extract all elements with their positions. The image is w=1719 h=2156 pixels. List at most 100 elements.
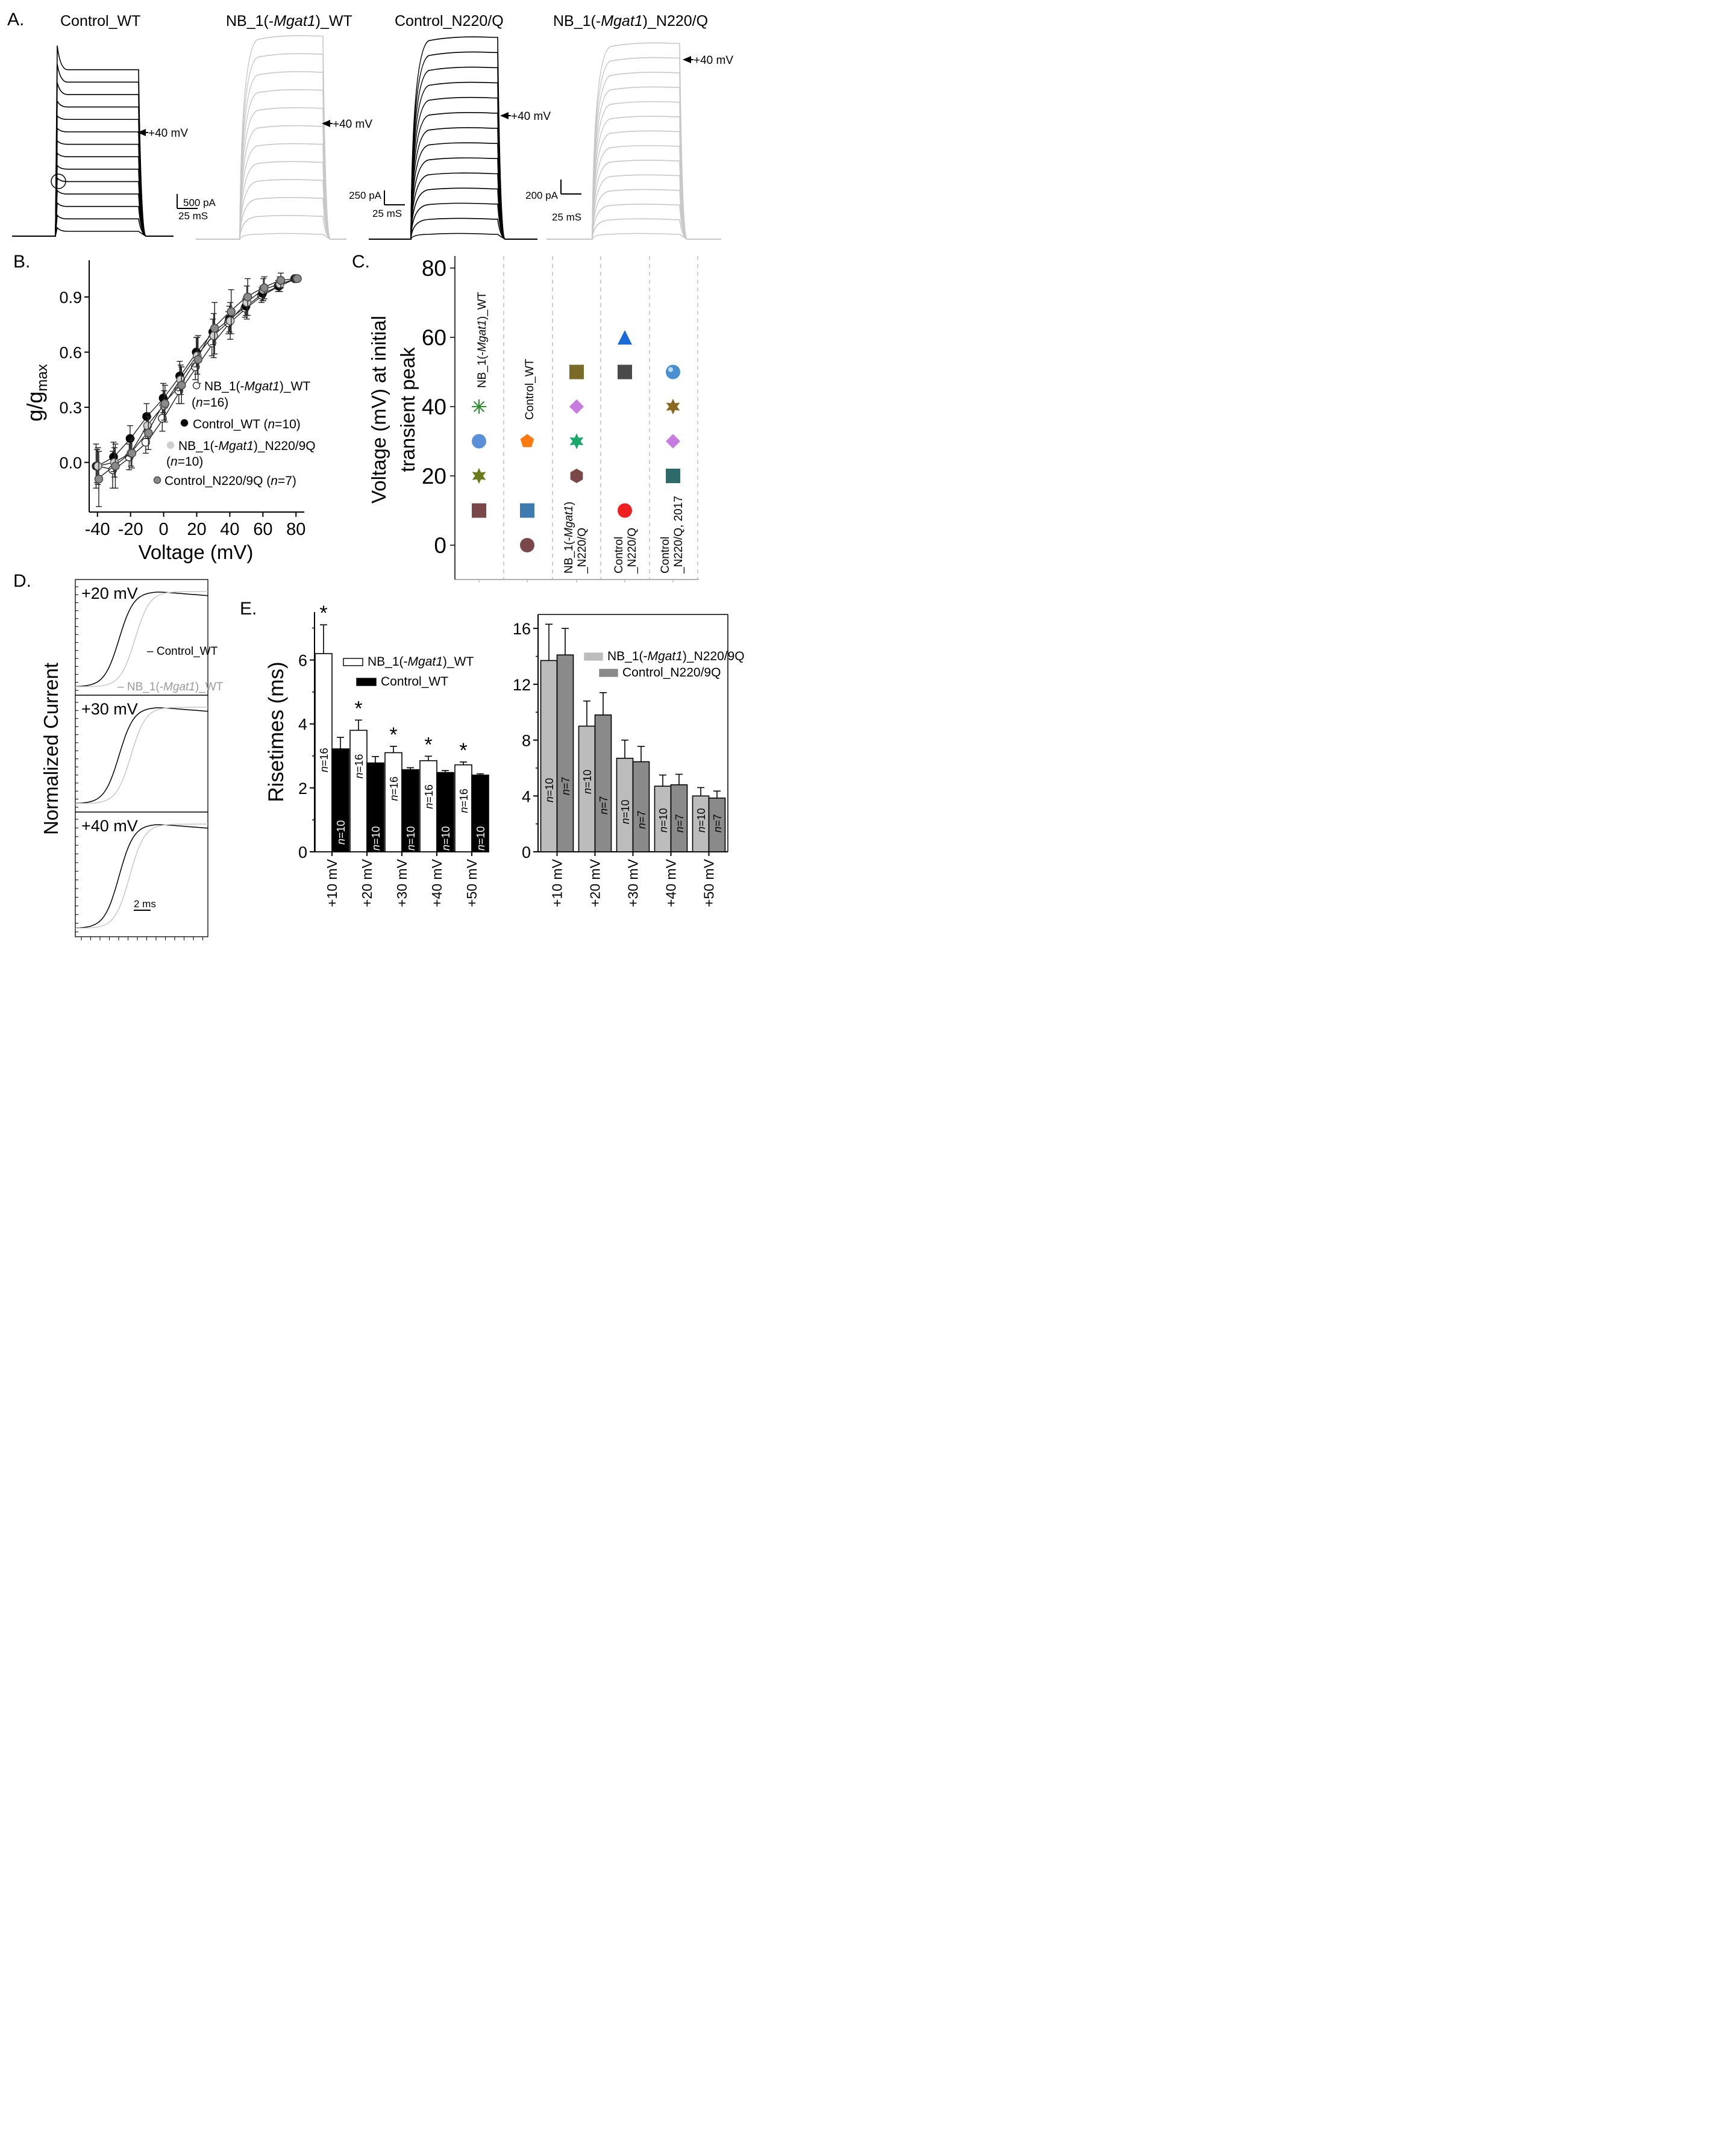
n-label-value: =16 [423,784,435,803]
trace-sweep [546,42,721,240]
trace-title: Control_WT [60,13,140,30]
n-label-value: =10 [619,799,631,818]
legend-label-part: )_N220/9Q [254,439,316,453]
n-label: n=10 [335,820,347,845]
scale-time-label: 25 mS [552,211,581,223]
bar [419,760,437,852]
x-tick-label: -40 [85,520,110,539]
bar [556,654,574,852]
scatter-group-3: NB_1(-Mgat1)_N220/Q [563,364,589,574]
y-tick-label: 0 [434,533,446,558]
panel-label-e: E. [240,599,257,619]
trace-sweep [369,127,537,240]
scatter-group-4: Control _N220/Q [613,330,639,574]
legend-label-part: )_N220/9Q [683,649,745,663]
legend-label-part: =10) [275,417,301,431]
arrow-label: +40 mV [511,110,551,123]
n-label-italic: n [695,826,707,833]
group-label-part: Control [613,537,625,573]
n-label: n=16 [388,776,400,801]
scatter-group-1: NB_1(-Mgat1)_WT [472,292,489,518]
data-point [193,355,202,364]
x-tick-label: +50 mV [701,858,717,907]
rise-curve [75,591,208,687]
highlight-circle-icon [51,173,66,189]
trace-title: NB_1(-Mgat1)_WT [226,13,352,30]
legend-label-part: Control_N220/9Q [622,666,721,680]
bar [670,784,688,852]
panel-c: 0 20 40 60 80 Voltage (mV) at initial transien… [368,256,699,583]
legend-label: NB_1(-Mgat1)_WT [204,380,310,393]
legend-label-part: =7) [278,474,296,488]
x-tick-label: 0 [159,520,169,539]
bar [384,752,402,852]
y-tick-label: 80 [422,256,446,281]
panel-b: -40 -20 0 20 40 60 80 0.0 0.3 0.6 0.9 Voltage (mV) g… [22,260,316,563]
n-label-value: =10 [695,808,707,826]
n-label-value: =7 [560,776,572,789]
legend-marker [166,441,175,449]
x-tick-label: +30 mV [394,858,410,907]
n-label: n=10 [440,826,452,851]
data-point [94,474,104,484]
n-label: n=10 [543,778,556,802]
group-label-part: _N220/Q [626,528,639,574]
group-label-part: )_WT [476,292,489,320]
n-label: n=10 [619,799,631,824]
triangle-marker [618,330,632,345]
trace-sweep [546,233,721,240]
y-axis-label: Risetimes (ms) [265,661,288,802]
risetime-subpanel-1: +20 mV [75,579,208,696]
n-label: n=7 [636,810,648,829]
legend-label-part: Mgat1 [245,380,280,393]
arrow-icon [500,112,509,119]
data-point [177,381,186,390]
x-axis-label: Voltage (mV) [139,541,254,563]
star-marker [666,398,680,415]
x-tick-label: +40 mV [663,858,679,907]
bar [401,769,419,852]
n-label-value: =10 [581,769,593,788]
group-label-part: Mgat1 [563,505,575,537]
data-point [293,274,302,283]
n-label-value: =10 [657,808,669,826]
group-label: Control [659,537,672,573]
trace-panel-4: NB_1(-Mgat1)_N220/Q +40 mV 200 pA 25 mS [525,13,733,240]
x-tick-label: +20 mV [359,858,375,907]
x-tick-label: +40 mV [429,858,445,907]
trace-sweep [12,164,174,237]
n-label-value: =10 [543,778,556,796]
n-label-italic: n [619,818,631,824]
trace-sweep [369,202,537,240]
trace-sweep [196,233,346,240]
group-label-part: _N220/Q, 2017 [672,496,685,574]
trace-sweep [369,36,537,240]
n-label-value: =7 [712,814,724,826]
panel-label-b: B. [13,252,30,272]
legend-label-part: Mgat1 [648,649,683,663]
rise-curve [75,592,208,687]
trace-sweep [12,139,174,237]
y-axis-label: transient peak [396,347,419,472]
n-label: n=16 [353,754,365,779]
n-label: n=16 [423,784,435,809]
n-label-italic: n [657,826,669,833]
scale-current-label: 500 pA [183,197,216,208]
trace-sweep [369,233,537,240]
x-tick-label: 60 [253,520,272,539]
legend-swatch [343,658,363,666]
y-tick-label: 0.6 [59,344,82,362]
data-point [243,292,252,302]
pentagon-marker [520,434,534,448]
n-label-value: =16 [458,789,470,807]
data-point [143,421,152,430]
y-tick-label: 4 [522,787,531,805]
n-label: n=16 [318,748,330,772]
bar [454,764,472,852]
bar [331,748,349,852]
n-label: n=10 [581,769,593,794]
bar [594,714,612,852]
legend-swatch [356,678,377,686]
legend-label-part: Control_WT [381,675,448,689]
